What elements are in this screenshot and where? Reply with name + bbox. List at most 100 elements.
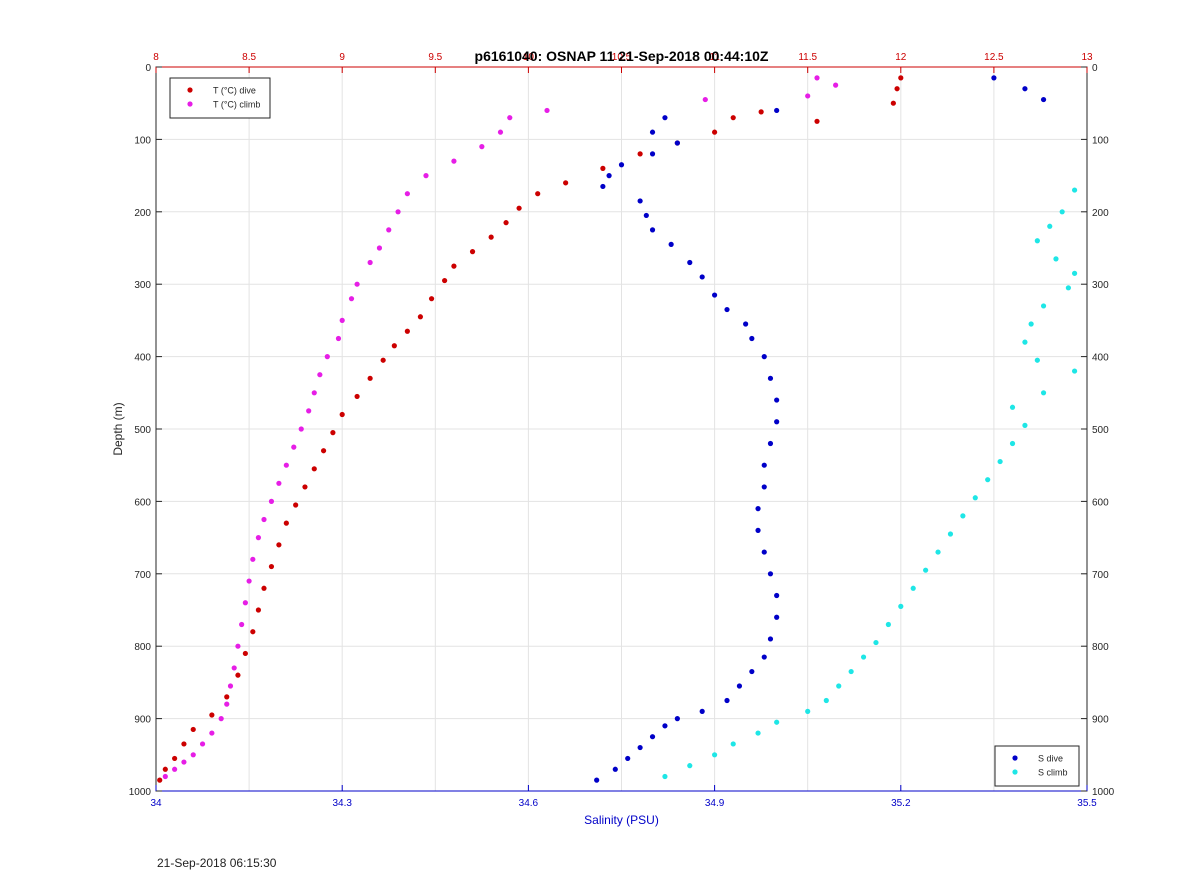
data-point — [339, 317, 345, 323]
data-point — [507, 115, 513, 121]
data-point — [181, 759, 187, 765]
legend-label: S dive — [1038, 754, 1063, 764]
y-axis-label: Depth (m) — [111, 402, 125, 455]
data-point — [231, 665, 237, 671]
data-point — [417, 314, 424, 320]
data-point — [488, 234, 494, 240]
data-point — [755, 506, 761, 512]
data-point — [960, 513, 966, 519]
data-point — [702, 96, 708, 103]
top-tick-label: 11 — [709, 52, 720, 63]
data-point — [774, 107, 780, 114]
data-point — [749, 335, 755, 342]
data-point — [354, 393, 360, 400]
data-point — [1053, 256, 1059, 262]
data-point — [544, 107, 550, 114]
data-point — [162, 773, 168, 780]
data-point — [276, 542, 282, 548]
data-point — [324, 354, 330, 360]
data-point — [451, 263, 457, 269]
data-point — [298, 426, 304, 432]
legend-box — [994, 745, 1080, 787]
data-point — [649, 151, 656, 157]
data-point — [637, 744, 643, 751]
y-tick-label: 900 — [134, 715, 151, 726]
data-point — [367, 375, 373, 381]
data-point — [724, 697, 730, 704]
data-point — [302, 484, 308, 490]
data-point — [479, 144, 485, 150]
data-point — [873, 639, 879, 646]
y-tick-label-right: 500 — [1092, 425, 1109, 436]
data-point — [923, 567, 929, 573]
bottom-tick-label: 34.9 — [705, 798, 725, 809]
data-point — [218, 716, 224, 722]
data-point — [767, 636, 774, 642]
top-tick-label: 11.5 — [798, 52, 817, 63]
data-point — [306, 408, 312, 414]
bottom-tick-label: 34.3 — [332, 798, 352, 809]
data-point — [395, 209, 401, 215]
data-point — [836, 683, 842, 689]
data-point — [162, 766, 168, 772]
data-point — [1009, 440, 1016, 447]
data-point — [261, 585, 267, 591]
data-point — [224, 701, 230, 707]
data-point — [833, 82, 839, 88]
data-point — [320, 448, 327, 454]
data-point — [649, 734, 656, 740]
legend-label: S climb — [1038, 768, 1068, 778]
data-point — [774, 614, 780, 620]
data-point — [227, 683, 234, 689]
bottom-tick-label: 34.6 — [519, 798, 539, 809]
data-point — [767, 375, 774, 381]
data-point — [991, 75, 997, 81]
data-point — [239, 621, 245, 628]
data-point — [386, 227, 392, 233]
y-tick-label: 700 — [134, 570, 151, 581]
y-tick-label: 200 — [134, 208, 151, 219]
data-point — [367, 259, 373, 266]
top-tick-label: 10 — [523, 52, 535, 63]
data-point — [637, 198, 643, 204]
data-point — [311, 466, 317, 472]
data-point — [674, 716, 680, 722]
data-point — [172, 755, 178, 762]
data-point — [712, 129, 718, 135]
data-point — [1071, 187, 1078, 193]
data-point — [814, 118, 820, 124]
y-tick-label: 0 — [145, 63, 151, 74]
data-point — [423, 173, 429, 179]
data-point — [649, 227, 656, 233]
data-point — [1022, 86, 1028, 92]
data-point — [563, 180, 569, 186]
data-point — [1040, 96, 1047, 103]
data-point — [1040, 303, 1047, 309]
legend-box — [169, 77, 271, 119]
data-point — [848, 668, 854, 675]
data-point — [662, 723, 668, 729]
data-point — [1022, 339, 1028, 345]
data-point — [335, 335, 342, 342]
y-tick-label: 500 — [134, 425, 151, 436]
data-point — [442, 277, 448, 284]
data-point — [348, 296, 355, 302]
data-point — [1022, 422, 1028, 428]
data-point — [774, 719, 780, 725]
data-point — [730, 741, 736, 747]
data-point — [774, 397, 780, 403]
data-point — [451, 158, 457, 164]
data-point — [761, 484, 767, 490]
data-point — [1009, 404, 1016, 410]
data-point — [503, 220, 509, 226]
data-point — [209, 712, 215, 718]
data-point — [736, 683, 743, 689]
data-point — [600, 165, 606, 171]
x-axis-label: Salinity (PSU) — [584, 813, 659, 827]
data-point — [860, 654, 867, 660]
top-tick-label: 9 — [339, 52, 345, 63]
data-point — [376, 245, 383, 251]
top-tick-label: 8 — [153, 52, 159, 63]
data-point — [246, 578, 252, 584]
data-point — [712, 292, 718, 298]
